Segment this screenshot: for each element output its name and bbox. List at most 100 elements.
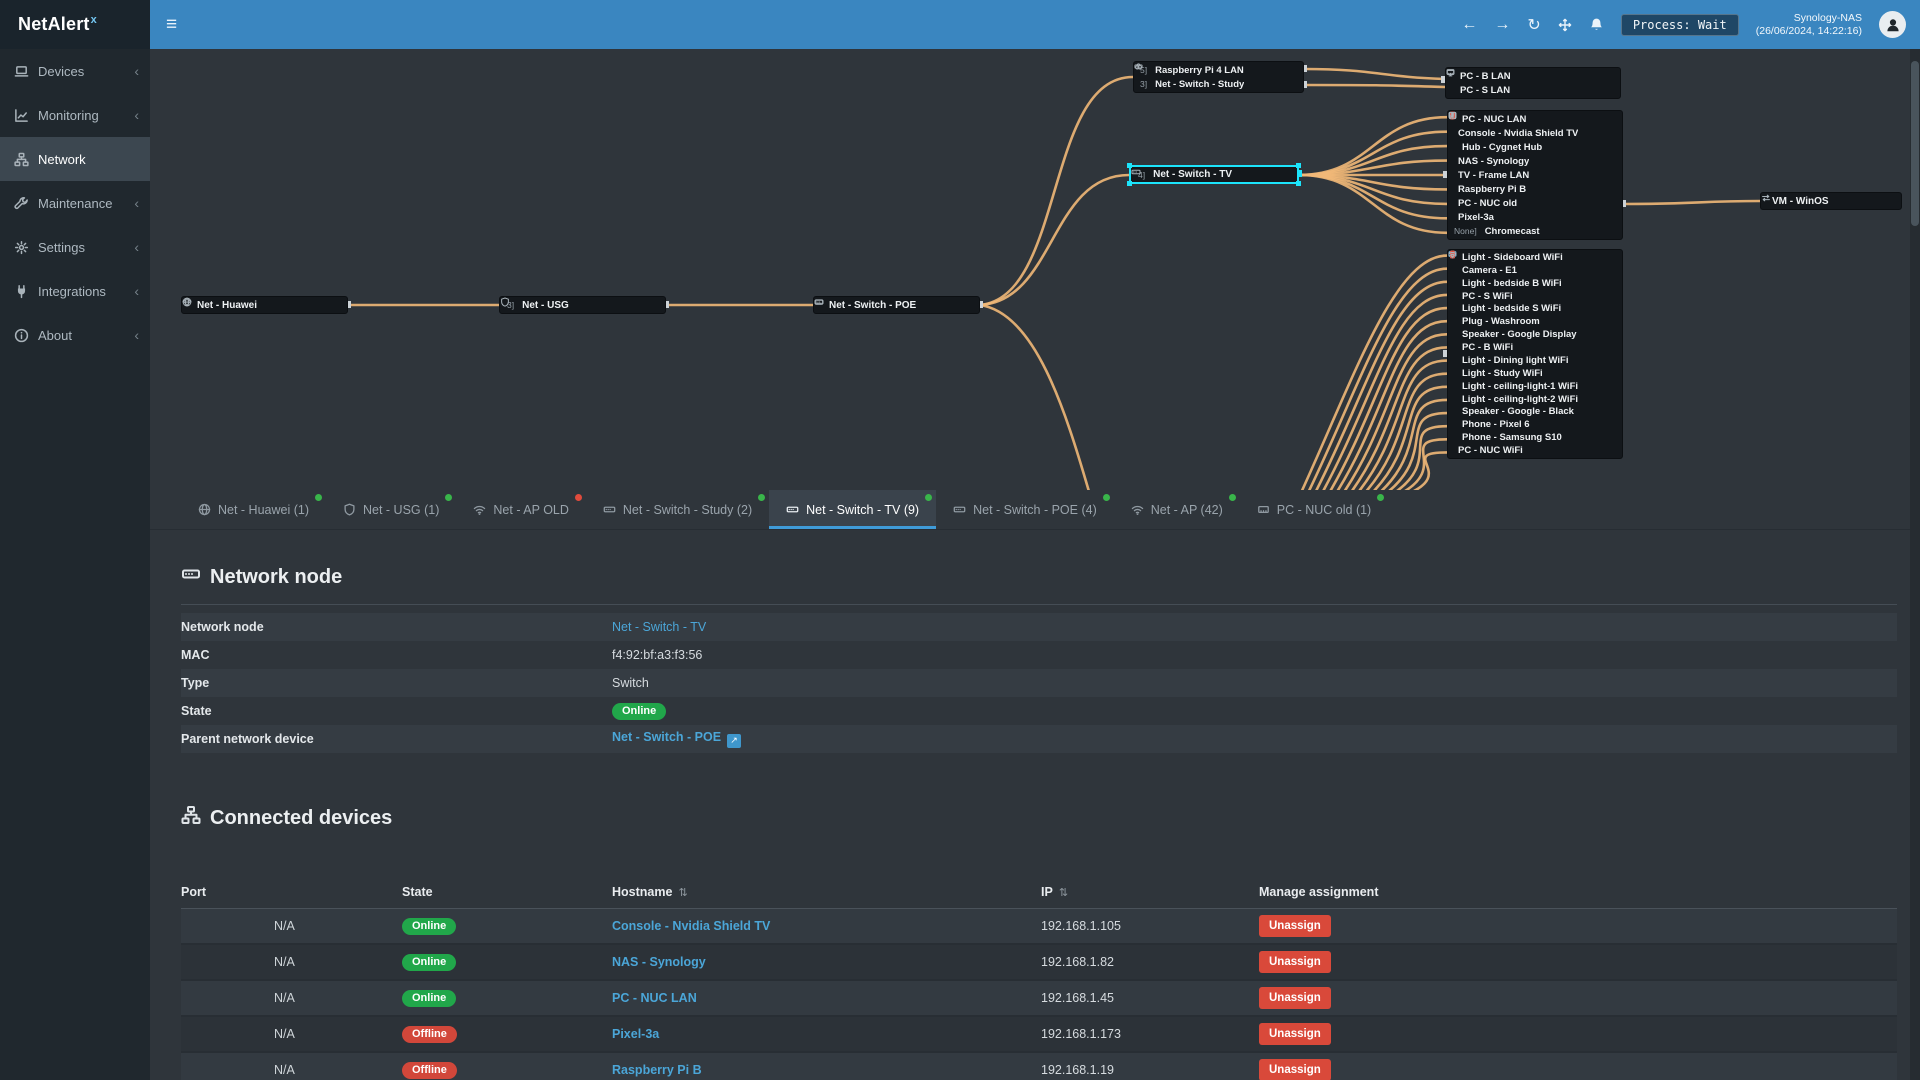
hostname-link[interactable]: Raspberry Pi B xyxy=(612,1063,702,1077)
unassign-button[interactable]: Unassign xyxy=(1259,915,1331,937)
hostname-link[interactable]: NAS - Synology xyxy=(612,955,706,969)
device-row-raspberry-pi-4-lan[interactable]: 5] Raspberry Pi 4 LAN xyxy=(1134,63,1303,77)
manage-cell: Unassign xyxy=(1259,1059,1897,1080)
column-header-label: Port xyxy=(181,885,206,899)
process-status-badge: Process: Wait xyxy=(1620,13,1739,36)
page-scrollbar[interactable] xyxy=(1910,49,1920,1080)
nav-forward-icon[interactable]: → xyxy=(1494,15,1511,33)
tab-net-usg-1[interactable]: Net - USG (1) xyxy=(326,490,456,529)
unassign-button[interactable]: Unassign xyxy=(1259,951,1331,973)
port-cell: N/A xyxy=(181,1027,402,1041)
globe-icon xyxy=(198,503,211,516)
sidebar-item-integrations[interactable]: Integrations ‹ xyxy=(0,269,150,313)
device-label: Phone - Samsung S10 xyxy=(1462,432,1562,444)
detail-text: f4:92:bf:a3:f3:56 xyxy=(612,648,703,662)
node-net-huawei[interactable]: Net - Huawei xyxy=(181,296,348,314)
device-row-pc-b-lan[interactable]: PC - B LAN xyxy=(1446,69,1620,83)
switch-icon xyxy=(953,503,966,516)
device-row-pc-nuc-wifi[interactable]: PC - NUC WiFi xyxy=(1448,252,1622,457)
device-row-camera-e1[interactable]: Camera - E1 xyxy=(1448,252,1622,277)
device-row-pc-nuc-old[interactable]: PC - NUC old xyxy=(1448,113,1622,210)
device-row-nas-synology[interactable]: NAS - Synology xyxy=(1448,111,1622,168)
tab-net-switch-study-2[interactable]: Net - Switch - Study (2) xyxy=(586,490,769,529)
selection-handle xyxy=(1127,163,1132,168)
device-row-console-nvidia-shield-tv[interactable]: Console - Nvidia Shield TV xyxy=(1448,113,1622,140)
device-row-pc-s-wifi[interactable]: PC - S WiFi xyxy=(1448,251,1622,303)
device-row-pc-s-lan[interactable]: PC - S LAN xyxy=(1446,69,1620,97)
device-row-pc-b-wifi[interactable]: PC - B WiFi xyxy=(1448,251,1622,354)
hostname-link[interactable]: Pixel-3a xyxy=(612,1027,660,1041)
device-row-net-switch-study[interactable]: 3] Net - Switch - Study xyxy=(1134,64,1303,91)
node-link[interactable]: Net - Switch - TV xyxy=(612,620,707,634)
node-net-switch-poe[interactable]: Net - Switch - POE xyxy=(813,296,980,314)
sidebar-item-settings[interactable]: Settings ‹ xyxy=(0,225,150,269)
network-node-section-title: Network node xyxy=(181,564,1897,590)
tab-net-switch-tv-9[interactable]: Net - Switch - TV (9) xyxy=(769,490,937,529)
device-label: Plug - Washroom xyxy=(1462,316,1540,328)
device-row-light-ceiling-light-1-wifi[interactable]: Light - ceiling-light-1 WiFi xyxy=(1448,251,1622,393)
tab-net-switch-poe-4[interactable]: Net - Switch - POE (4) xyxy=(936,490,1114,529)
device-row-light-dining-light-wifi[interactable]: Light - Dining light WiFi xyxy=(1448,251,1622,367)
nav-back-icon[interactable]: ← xyxy=(1461,15,1478,33)
device-group-pcs: PC - B LAN PC - S LAN xyxy=(1445,67,1621,99)
device-row-phone-pixel-6[interactable]: Phone - Pixel 6 xyxy=(1448,250,1622,431)
column-header-hostname: Hostname ⇅ xyxy=(612,885,1041,899)
sidebar-item-maintenance[interactable]: Maintenance ‹ xyxy=(0,181,150,225)
device-row-light-study-wifi[interactable]: Light - Study WiFi xyxy=(1448,251,1622,380)
sidebar-item-about[interactable]: About ‹ xyxy=(0,313,150,357)
sidebar-menu: Devices ‹ Monitoring ‹ Network Maintenance ‹ Se… xyxy=(0,49,150,357)
sidebar-item-devices[interactable]: Devices ‹ xyxy=(0,49,150,93)
parent-node-link[interactable]: Net - Switch - POE xyxy=(612,730,722,745)
scrollbar-thumb[interactable] xyxy=(1911,61,1919,226)
device-row-pixel-3a[interactable]: Pixel-3a xyxy=(1448,111,1622,224)
hostname-link[interactable]: Console - Nvidia Shield TV xyxy=(612,919,771,933)
notifications-bell-icon[interactable] xyxy=(1589,17,1604,32)
device-row-light-ceiling-light-2-wifi[interactable]: Light - ceiling-light-2 WiFi xyxy=(1448,251,1622,406)
network-topology-diagram: Net - Huawei 3] Net - USG Net - Switch - PO… xyxy=(150,49,1920,490)
device-row-light-bedside-s-wifi[interactable]: Light - bedside S WiFi xyxy=(1448,251,1622,316)
refresh-icon[interactable]: ↻ xyxy=(1527,16,1541,34)
node-net-usg[interactable]: 3] Net - USG xyxy=(499,296,666,314)
sitemap-icon xyxy=(181,805,201,831)
sidebar-item-monitoring[interactable]: Monitoring ‹ xyxy=(0,93,150,137)
app-logo[interactable]: NetAlert x xyxy=(0,0,150,49)
unassign-button[interactable]: Unassign xyxy=(1259,987,1331,1009)
tab-pc-nuc-old-1[interactable]: PC - NUC old (1) xyxy=(1240,490,1388,529)
tab-net-ap-42[interactable]: Net - AP (42) xyxy=(1114,490,1240,529)
device-row-tv-frame-lan[interactable]: TV - Frame LAN xyxy=(1448,111,1622,182)
tab-net-huawei-1[interactable]: Net - Huawei (1) xyxy=(181,490,326,529)
device-row-plug-washroom[interactable]: Plug - Washroom xyxy=(1448,250,1622,328)
device-row-speaker-google-black[interactable]: Speaker - Google - Black xyxy=(1448,250,1622,419)
device-row-chromecast[interactable]: None] Chromecast xyxy=(1448,112,1622,238)
device-row-light-sideboard-wifi[interactable]: Light - Sideboard WiFi xyxy=(1448,251,1622,264)
state-badge: Offline xyxy=(402,1061,457,1079)
state-badge: Online xyxy=(402,917,457,935)
sidebar-toggle-button[interactable]: ≡ xyxy=(166,13,178,35)
device-label: Light - bedside B WiFi xyxy=(1462,277,1562,289)
external-link-icon[interactable]: ↗ xyxy=(727,733,742,748)
node-net-switch-tv[interactable]: 4] Net - Switch - TV xyxy=(1127,163,1301,186)
sidebar-item-network[interactable]: Network xyxy=(0,137,150,181)
tab-label: Net - USG (1) xyxy=(363,502,440,517)
unassign-button[interactable]: Unassign xyxy=(1259,1023,1331,1045)
move-icon[interactable] xyxy=(1558,18,1572,32)
sort-icon[interactable]: ⇅ xyxy=(1058,887,1069,899)
device-label: Phone - Pixel 6 xyxy=(1462,419,1530,431)
node-detail-panel: Network node Network node Net - Switch - … xyxy=(150,530,1920,1080)
status-dot xyxy=(758,494,766,501)
node-vm-winos[interactable]: VM - WinOS xyxy=(1760,192,1902,210)
device-row-pc-nuc-lan[interactable]: PC - NUC LAN xyxy=(1448,112,1622,126)
column-header-state: State xyxy=(402,885,612,899)
tab-net-ap-old[interactable]: Net - AP OLD xyxy=(456,490,586,529)
device-label: Raspberry Pi 4 LAN xyxy=(1155,64,1244,76)
device-row-light-bedside-b-wifi[interactable]: Light - bedside B WiFi xyxy=(1448,251,1622,290)
device-row-hub-cygnet-hub[interactable]: Hub - Cygnet Hub xyxy=(1448,111,1622,154)
topbar: NetAlert x ≡ ← → ↻ Process: Wait Synology… xyxy=(0,0,1920,49)
user-avatar[interactable] xyxy=(1879,11,1906,38)
device-row-phone-samsung-s10[interactable]: Phone - Samsung S10 xyxy=(1448,250,1622,444)
sort-icon[interactable]: ⇅ xyxy=(678,887,688,899)
unassign-button[interactable]: Unassign xyxy=(1259,1059,1331,1080)
device-row-raspberry-pi-b[interactable]: Raspberry Pi B xyxy=(1448,112,1622,196)
hostname-link[interactable]: PC - NUC LAN xyxy=(612,991,697,1005)
device-row-speaker-google-display[interactable]: Speaker - Google Display xyxy=(1448,250,1622,341)
